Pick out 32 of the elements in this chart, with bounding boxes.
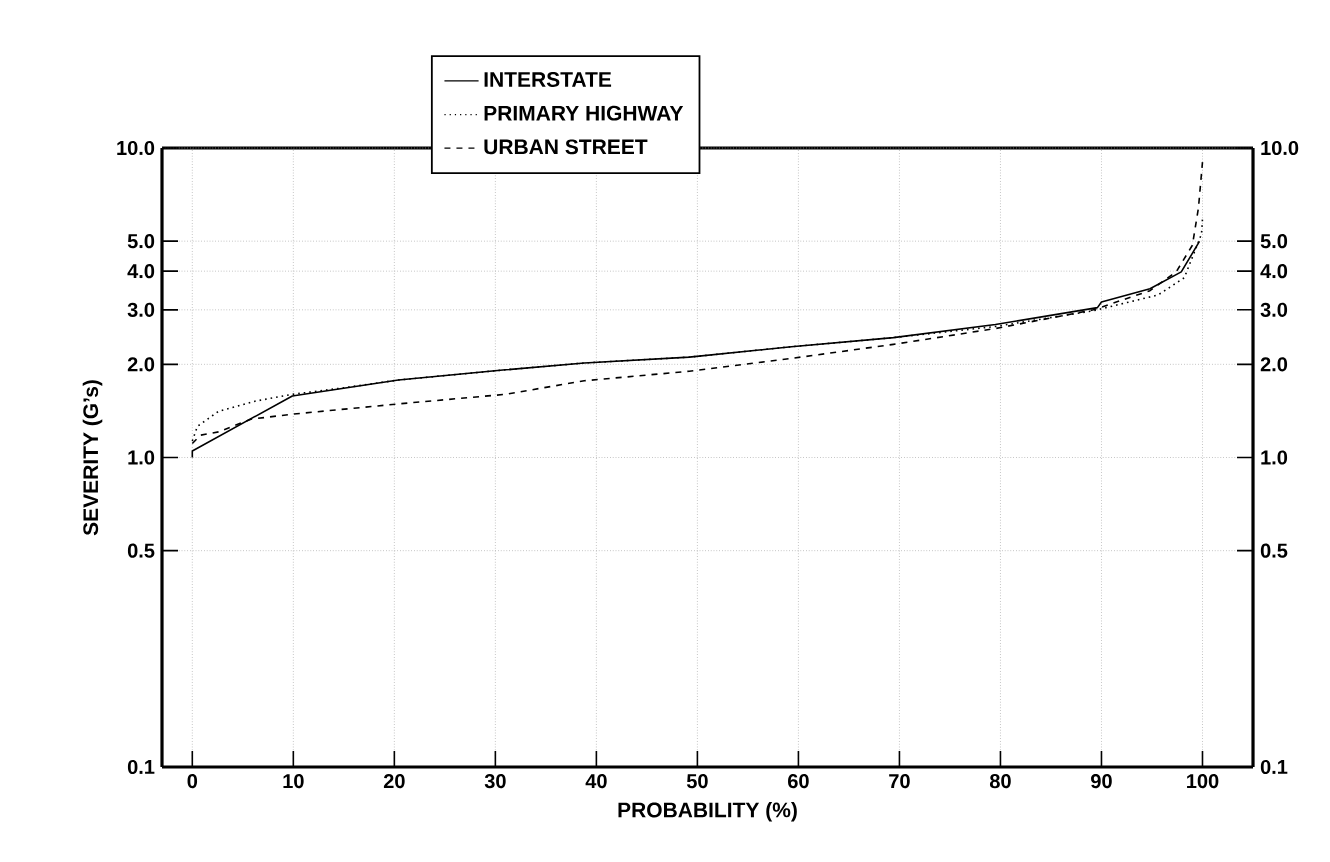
x-tick-label: 10 (283, 774, 304, 789)
y-tick-label: 0.5 (1260, 543, 1288, 558)
y-tick-label: 10.0 (1261, 140, 1299, 156)
x-tick-label: 70 (889, 774, 910, 789)
x-tick-label: 20 (383, 774, 405, 789)
text: 2.0 (127, 357, 155, 372)
x-tick-label: 80 (989, 774, 1011, 789)
x-tick-label: 100 (1187, 774, 1219, 789)
text: 3.0 (127, 302, 155, 317)
legend-label: URBAN STREET (484, 139, 648, 155)
text: 0.5 (127, 543, 155, 558)
y-tick-label: 4.0 (1260, 264, 1288, 279)
x-tick-label: 60 (788, 774, 809, 789)
y-tick-label: 3.0 (1260, 302, 1288, 317)
x-tick-label: 30 (484, 774, 506, 789)
x-tick-label: 50 (686, 774, 708, 789)
text: 4.0 (127, 264, 155, 279)
y-tick-label: 0.1 (1260, 759, 1288, 775)
text: 1.0 (128, 450, 155, 465)
x-tick-label: 90 (1091, 774, 1112, 789)
x-tick-label: 0 (187, 774, 198, 789)
text: 0.1 (127, 759, 155, 775)
y-tick-label: 5.0 (1260, 234, 1288, 249)
text: 10.0 (117, 140, 155, 156)
x-axis-title: PROBABILITY (%) (618, 801, 797, 822)
legend-label: PRIMARY HIGHWAY (484, 105, 684, 121)
y-tick-label: 2.0 (1260, 357, 1288, 372)
y-tick-label: 1.0 (1261, 450, 1288, 465)
text: 5.0 (127, 234, 155, 249)
y-axis-title: SEVERITY (G’s) (82, 380, 103, 536)
legend-label: INTERSTATE (484, 72, 612, 87)
x-tick-label: 40 (585, 774, 607, 789)
